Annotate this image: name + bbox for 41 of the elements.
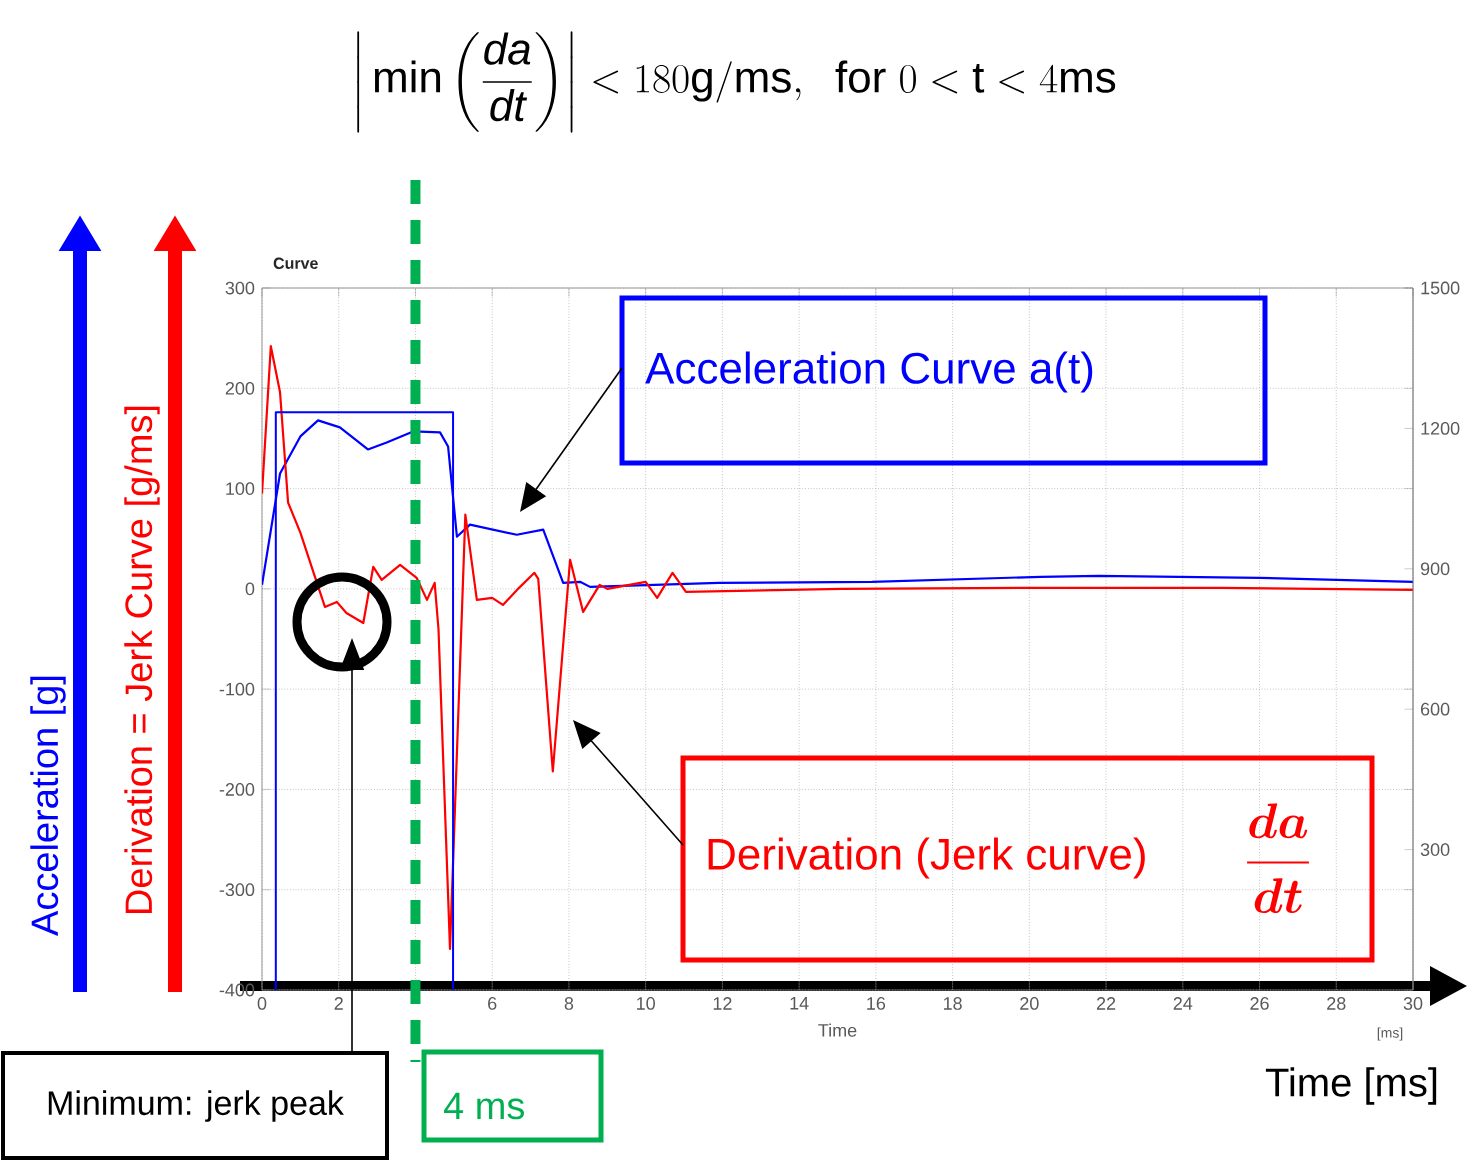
- annotation: $\frac{da}{dt}$: [1247, 803, 1309, 914]
- ref-line-label: 4 ms: [443, 1092, 525, 1120]
- y-tick-label: -300: [219, 883, 255, 897]
- x-tick-label: 12: [713, 997, 732, 1010]
- x-tick-label: 18: [943, 997, 962, 1010]
- x-tick-label: 20: [1020, 997, 1039, 1010]
- y-tick-label: 200: [225, 381, 255, 395]
- y-tick-label: 100: [226, 482, 255, 495]
- x-tick-label: 14: [790, 997, 809, 1010]
- x-tick-label: 10: [637, 997, 655, 1010]
- y-tick-label: -200: [219, 783, 255, 796]
- x-tick-label: 22: [1096, 997, 1116, 1010]
- y2-tick-label: 600: [1420, 702, 1450, 716]
- x-tick-label: 16: [867, 997, 886, 1010]
- x-axis-title: Time: [818, 1023, 857, 1037]
- text: [ms]: [1377, 1027, 1403, 1041]
- y-tick-label: 0: [245, 582, 255, 596]
- line-series: [262, 345, 1413, 950]
- x-tick-label: 30: [1403, 997, 1423, 1010]
- x-tick-label: 28: [1327, 997, 1346, 1010]
- y-axis-title: Acceleration [g]: [30, 676, 66, 936]
- x-tick-label: 8: [564, 997, 574, 1010]
- y2-tick-label: 900: [1420, 562, 1450, 576]
- text: Derivation = Jerk Curve [g/ms]: [124, 406, 160, 913]
- x-tick-label: 0: [257, 997, 267, 1010]
- y-tick-label: -100: [219, 682, 255, 696]
- text: Minimum: jerk peak: [48, 1090, 344, 1122]
- x-tick-label: 6: [488, 997, 497, 1010]
- y-tick-label: 300: [225, 281, 255, 295]
- y2-tick-label: 1200: [1421, 422, 1460, 435]
- chart-subtitle: Curve: [273, 257, 318, 269]
- annotation: Acceleration Curve a(t): [645, 351, 1093, 393]
- y-tick-label: -400: [219, 983, 255, 997]
- text: Time [ms]: [1265, 1067, 1437, 1105]
- chart-title: $\left|\,\min\left(\frac{\mathit{da}}{\mathit{dt}}\right)\right| < 180\mathrm{g/ms},\ \ \mathrm{for}\ 0 < \mathrm{t} < 4\mathrm{ms}$: [357, 31, 1116, 133]
- x-tick-label: 24: [1173, 997, 1193, 1010]
- y2-tick-label: 300: [1420, 843, 1450, 856]
- annotation: Derivation (Jerk curve): [708, 837, 1145, 879]
- y2-tick-label: 1500: [1421, 281, 1460, 295]
- x-tick-label: 2: [334, 997, 343, 1010]
- x-tick-label: 26: [1250, 997, 1269, 1010]
